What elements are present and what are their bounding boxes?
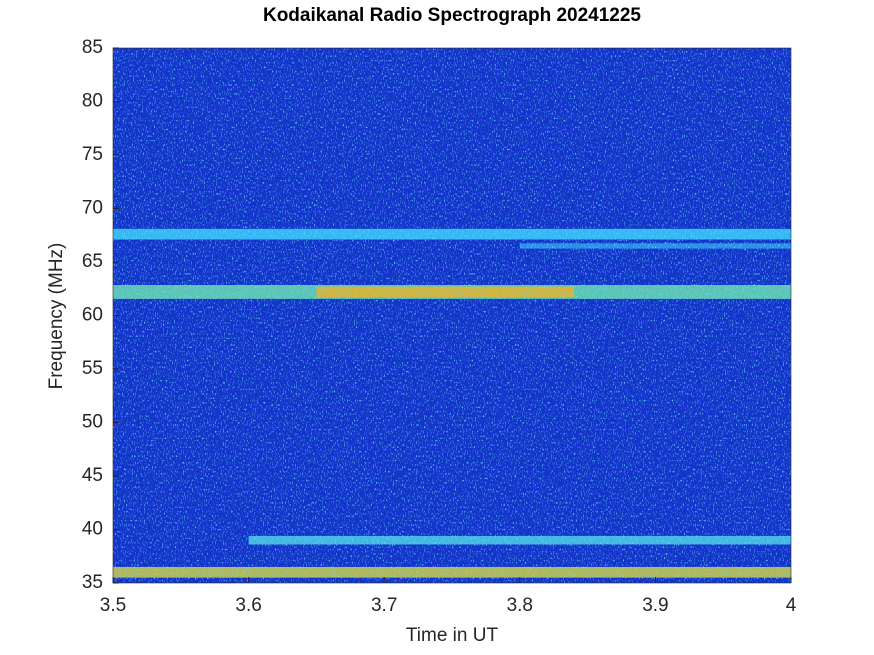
y-tick-label: 70: [82, 198, 103, 219]
x-tick-label: 3.8: [507, 595, 533, 616]
y-tick-label: 85: [82, 37, 103, 58]
y-tick-label: 60: [82, 305, 103, 326]
plot-area: [113, 48, 791, 583]
x-tick-label: 3.7: [371, 595, 397, 616]
y-axis-label: Frequency (MHz): [46, 243, 67, 390]
speckle-noise: [113, 48, 791, 583]
y-tick-label: 80: [82, 91, 103, 112]
y-tick-label: 35: [82, 572, 103, 593]
x-tick-label: 3.9: [642, 595, 668, 616]
y-tick-label: 65: [82, 251, 103, 272]
y-tick-label: 75: [82, 144, 103, 165]
x-tick-label: 3.6: [235, 595, 261, 616]
y-tick-label: 50: [82, 412, 103, 433]
y-tick-label: 40: [82, 519, 103, 540]
x-tick-label: 4: [786, 595, 797, 616]
x-axis-label: Time in UT: [406, 625, 499, 646]
y-tick-label: 55: [82, 358, 103, 379]
x-tick-label: 3.5: [100, 595, 126, 616]
chart-title: Kodaikanal Radio Spectrograph 20241225: [263, 5, 641, 26]
y-tick-label: 45: [82, 465, 103, 486]
